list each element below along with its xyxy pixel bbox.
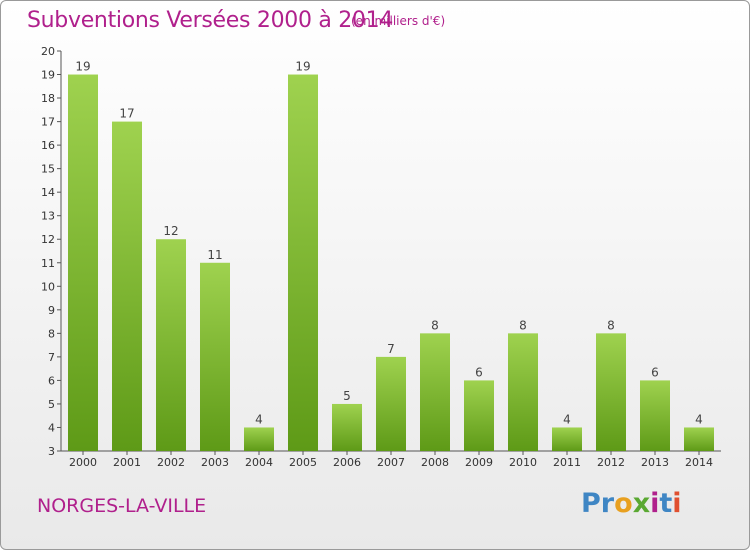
chart-title: Subventions Versées 2000 à 2014	[27, 8, 394, 33]
value-label-2008: 8	[431, 318, 439, 332]
value-label-2007: 7	[387, 342, 395, 356]
value-labels: 19 17 12 11 4 19 5 7 8 6 8 4 8 6 4	[75, 60, 702, 427]
y-tick-label: 18	[41, 92, 55, 105]
logo-letter: t	[659, 488, 673, 519]
bar-2013	[640, 380, 670, 451]
y-tick-label: 17	[41, 116, 55, 129]
bar-2008	[420, 333, 450, 451]
y-tick-label: 16	[41, 139, 55, 152]
x-tick-label: 2000	[69, 456, 97, 469]
value-label-2011: 4	[563, 412, 571, 426]
value-label-2000: 19	[75, 60, 90, 74]
x-tick-label: 2006	[333, 456, 361, 469]
bar-2014	[684, 427, 714, 451]
x-tick-label: 2007	[377, 456, 405, 469]
bar-2009	[464, 380, 494, 451]
value-label-2010: 8	[519, 318, 527, 332]
y-tick-label: 14	[41, 186, 55, 199]
bar-2007	[376, 356, 406, 451]
bars	[68, 74, 714, 452]
value-label-2003: 11	[207, 248, 222, 262]
logo-letter: i	[650, 488, 660, 519]
proxiti-logo: Proxiti	[581, 488, 682, 519]
logo-letter: o	[614, 488, 633, 519]
value-label-2009: 6	[475, 365, 483, 379]
value-label-2014: 4	[695, 412, 703, 426]
value-label-2002: 12	[163, 224, 178, 238]
x-tick-label: 2008	[421, 456, 449, 469]
logo-letter: P	[581, 488, 601, 519]
x-tick-label: 2004	[245, 456, 273, 469]
x-tick-label: 2005	[289, 456, 317, 469]
value-label-2006: 5	[343, 389, 351, 403]
x-tick-label: 2001	[113, 456, 141, 469]
y-tick-label: 11	[41, 257, 55, 270]
y-tick-label: 15	[41, 163, 55, 176]
y-tick-label: 19	[41, 69, 55, 82]
x-tick-label: 2010	[509, 456, 537, 469]
bar-2001	[112, 121, 142, 452]
logo-letter: r	[600, 488, 615, 519]
logo-letter: i	[672, 488, 682, 519]
bar-2000	[68, 74, 98, 451]
bar-2006	[332, 403, 362, 451]
value-label-2005: 19	[295, 60, 310, 74]
y-tick-label: 5	[48, 398, 55, 411]
x-tick-label: 2013	[641, 456, 669, 469]
y-tick-label: 10	[41, 280, 55, 293]
x-tick-label: 2011	[553, 456, 581, 469]
value-label-2001: 17	[119, 107, 134, 121]
y-tick-label: 3	[48, 445, 55, 458]
value-label-2004: 4	[255, 412, 263, 426]
y-tick-label: 8	[48, 327, 55, 340]
x-tick-label: 2014	[685, 456, 713, 469]
y-tick-label: 20	[41, 45, 55, 58]
x-tick-label: 2003	[201, 456, 229, 469]
chart-subtitle: (en milliers d'€)	[351, 14, 446, 28]
logo-letter: x	[632, 488, 651, 519]
x-tick-label: 2002	[157, 456, 185, 469]
x-tick-label: 2012	[597, 456, 625, 469]
y-tick-label: 12	[41, 233, 55, 246]
y-tick-label: 13	[41, 210, 55, 223]
bar-2003	[200, 262, 230, 451]
x-tick-label: 2009	[465, 456, 493, 469]
value-label-2013: 6	[651, 365, 659, 379]
y-tick-label: 6	[48, 374, 55, 387]
bar-2012	[596, 333, 626, 451]
bar-2004	[244, 427, 274, 451]
y-tick-label: 9	[48, 304, 55, 317]
bar-2005	[288, 74, 318, 451]
y-tick-label: 4	[48, 421, 55, 434]
bar-2002	[156, 239, 186, 451]
value-label-2012: 8	[607, 318, 615, 332]
bar-2011	[552, 427, 582, 451]
bar-2010	[508, 333, 538, 451]
commune-name: NORGES-LA-VILLE	[37, 495, 207, 517]
y-tick-label: 7	[48, 351, 55, 364]
axes: 3 4 5 6 7 8 9 10 11 12 13 14 15 16 17 18 19 20 2000 2001 200…	[41, 45, 721, 469]
